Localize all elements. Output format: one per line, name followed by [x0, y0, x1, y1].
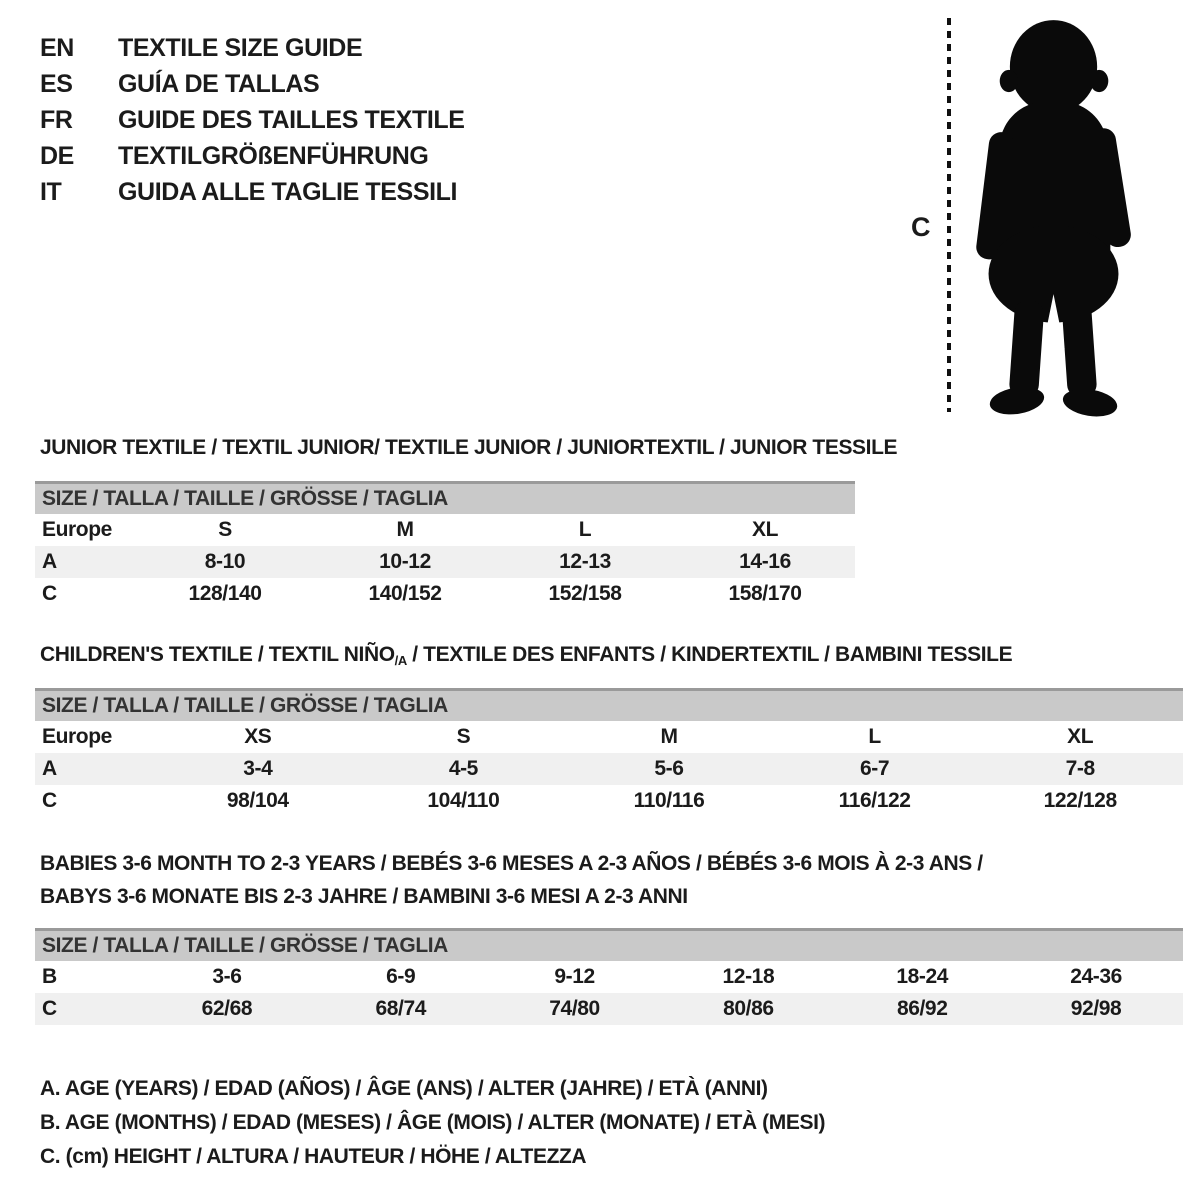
table-cell: 6-9 — [386, 965, 416, 988]
height-measure-figure: C — [905, 14, 1165, 420]
measure-legend: A. AGE (YEARS) / EDAD (AÑOS) / ÂGE (ANS)… — [40, 1072, 826, 1174]
language-row-fr: FR GUIDE DES TAILLES TEXTILE — [40, 102, 465, 138]
language-title: TEXTILE SIZE GUIDE — [118, 33, 363, 62]
table-cell: 3-4 — [243, 757, 273, 780]
children-title-suffix: / TEXTILE DES ENFANTS / KINDERTEXTIL / B… — [406, 643, 1013, 666]
babies-table-header: SIZE / TALLA / TAILLE / GRÖSSE / TAGLIA — [35, 928, 1183, 961]
table-cell: XL — [1067, 725, 1094, 748]
table-cell: 92/98 — [1070, 997, 1122, 1020]
table-cell: 140/152 — [368, 582, 442, 605]
language-code: IT — [40, 177, 62, 206]
legend-line-c: C. (cm) HEIGHT / ALTURA / HAUTEUR / HÖHE… — [40, 1145, 587, 1168]
table-cell: 12-13 — [559, 550, 611, 573]
table-cell: 110/116 — [633, 789, 705, 812]
table-row: A 8-10 10-12 12-13 14-16 — [35, 546, 855, 578]
table-cell: 80/86 — [723, 997, 774, 1020]
junior-section-title: JUNIOR TEXTILE / TEXTIL JUNIOR/ TEXTILE … — [40, 436, 898, 459]
table-cell: 12-18 — [722, 965, 775, 988]
height-dashed-line — [947, 18, 951, 412]
height-measure-label: C — [911, 212, 931, 242]
language-row-it: IT GUIDA ALLE TAGLIE TESSILI — [40, 174, 465, 210]
table-cell: S — [218, 518, 232, 541]
table-cell: 10-12 — [379, 550, 431, 573]
language-title: GUIDA ALLE TAGLIE TESSILI — [118, 177, 458, 206]
junior-size-table: SIZE / TALLA / TAILLE / GRÖSSE / TAGLIA … — [35, 481, 855, 610]
children-section-title: CHILDREN'S TEXTILE / TEXTIL NIÑO/A / TEX… — [40, 643, 1013, 668]
table-cell: M — [660, 725, 678, 748]
table-cell: L — [868, 725, 881, 748]
language-row-en: EN TEXTILE SIZE GUIDE — [40, 30, 465, 66]
toddler-silhouette-icon — [976, 20, 1131, 417]
language-code: EN — [40, 33, 74, 62]
table-cell: 74/80 — [549, 997, 600, 1020]
table-cell: 7-8 — [1065, 757, 1096, 780]
junior-table-header: SIZE / TALLA / TAILLE / GRÖSSE / TAGLIA — [35, 481, 855, 514]
row-label: C — [42, 789, 57, 812]
language-title-list: EN TEXTILE SIZE GUIDE ES GUÍA DE TALLAS … — [40, 30, 465, 210]
table-cell: 152/158 — [548, 582, 622, 605]
children-title-sub: /A — [394, 653, 408, 668]
table-cell: 4-5 — [448, 757, 479, 780]
language-title: GUÍA DE TALLAS — [118, 69, 320, 98]
children-size-table: SIZE / TALLA / TAILLE / GRÖSSE / TAGLIA … — [35, 688, 1183, 817]
table-row: B 3-6 6-9 9-12 12-18 18-24 24-36 — [35, 961, 1183, 993]
table-row: Europe XS S M L XL — [35, 721, 1183, 753]
row-label: A — [42, 550, 57, 573]
table-row: C 98/104 104/110 110/116 116/122 122/128 — [35, 785, 1183, 817]
language-code: FR — [40, 105, 73, 134]
table-cell: 3-6 — [212, 965, 242, 988]
language-code: DE — [40, 141, 74, 170]
table-cell: 5-6 — [654, 757, 684, 780]
table-cell: 9-12 — [554, 965, 595, 988]
table-cell: 6-7 — [860, 757, 890, 780]
language-code: ES — [40, 69, 73, 98]
table-cell: 116/122 — [838, 789, 911, 812]
table-cell: L — [578, 518, 592, 541]
row-label: A — [42, 757, 57, 780]
table-cell: S — [456, 725, 471, 748]
table-row: Europe S M L XL — [35, 514, 855, 546]
table-cell: 62/68 — [201, 997, 253, 1020]
legend-line-b: B. AGE (MONTHS) / EDAD (MESES) / ÂGE (MO… — [40, 1111, 826, 1134]
language-title: TEXTILGRÖßENFÜHRUNG — [118, 141, 429, 170]
row-label: B — [42, 965, 57, 988]
row-label: C — [42, 582, 57, 605]
children-table-header: SIZE / TALLA / TAILLE / GRÖSSE / TAGLIA — [35, 688, 1183, 721]
table-row: A 3-4 4-5 5-6 6-7 7-8 — [35, 753, 1183, 785]
legend-line-a: A. AGE (YEARS) / EDAD (AÑOS) / ÂGE (ANS)… — [40, 1077, 768, 1100]
language-row-es: ES GUÍA DE TALLAS — [40, 66, 465, 102]
table-cell: 98/104 — [226, 789, 289, 812]
language-title: GUIDE DES TAILLES TEXTILE — [118, 105, 465, 134]
table-cell: 18-24 — [896, 965, 949, 988]
table-cell: 8-10 — [204, 550, 246, 573]
table-cell: 68/74 — [375, 997, 427, 1020]
table-cell: 104/110 — [427, 789, 500, 812]
babies-size-table: SIZE / TALLA / TAILLE / GRÖSSE / TAGLIA … — [35, 928, 1183, 1025]
table-row: C 128/140 140/152 152/158 158/170 — [35, 578, 855, 610]
table-cell: 158/170 — [728, 582, 802, 605]
table-cell: 128/140 — [188, 582, 262, 605]
table-cell: 24-36 — [1070, 965, 1122, 988]
babies-section-title-line2: BABYS 3-6 MONATE BIS 2-3 JAHRE / BAMBINI… — [40, 885, 688, 908]
babies-section-title-line1: BABIES 3-6 MONTH TO 2-3 YEARS / BEBÉS 3-… — [40, 852, 983, 875]
table-cell: 14-16 — [739, 550, 791, 573]
row-label: C — [42, 997, 57, 1020]
table-cell: 122/128 — [1043, 789, 1118, 812]
table-cell: 86/92 — [896, 997, 948, 1020]
table-cell: XL — [751, 518, 779, 541]
language-row-de: DE TEXTILGRÖßENFÜHRUNG — [40, 138, 465, 174]
children-title-prefix: CHILDREN'S TEXTILE / TEXTIL NIÑO — [40, 643, 395, 666]
table-cell: XS — [244, 725, 272, 748]
table-cell: M — [396, 518, 414, 541]
table-row: C 62/68 68/74 74/80 80/86 86/92 92/98 — [35, 993, 1183, 1025]
row-label: Europe — [42, 518, 112, 541]
row-label: Europe — [42, 725, 112, 748]
